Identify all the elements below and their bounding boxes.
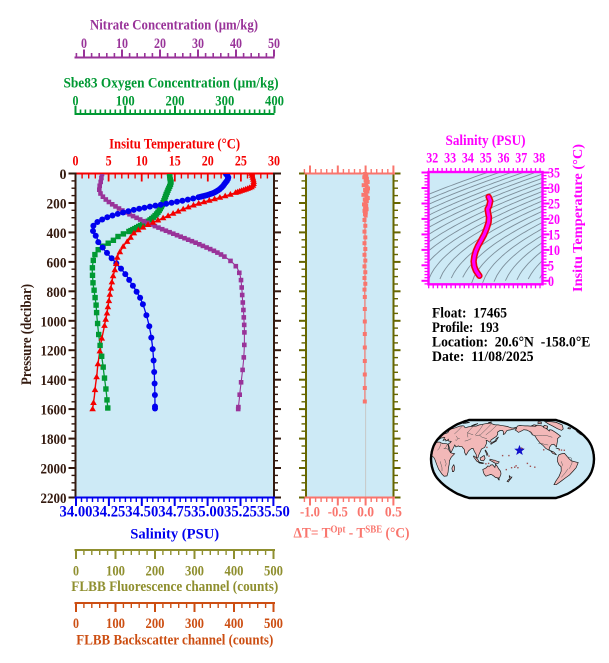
svg-text:20: 20 xyxy=(202,154,214,170)
svg-text:35.25: 35.25 xyxy=(224,504,257,521)
svg-text:ΔT= TOpt - TSBE (°C): ΔT= TOpt - TSBE (°C) xyxy=(294,525,410,542)
svg-text:Salinity (PSU): Salinity (PSU) xyxy=(130,527,219,543)
svg-text:600: 600 xyxy=(47,255,67,271)
svg-text:35: 35 xyxy=(548,166,560,182)
svg-text:35: 35 xyxy=(480,151,492,167)
svg-text:0: 0 xyxy=(81,36,87,52)
svg-text:400: 400 xyxy=(265,94,284,110)
svg-text:34.75: 34.75 xyxy=(158,504,191,521)
svg-text:34.25: 34.25 xyxy=(92,504,125,521)
svg-text:0: 0 xyxy=(73,564,79,580)
svg-text:200: 200 xyxy=(166,94,185,110)
svg-text:1600: 1600 xyxy=(41,403,67,419)
svg-text:0: 0 xyxy=(548,274,554,290)
svg-text:20: 20 xyxy=(154,36,166,52)
svg-text:38: 38 xyxy=(533,151,545,167)
svg-text:40: 40 xyxy=(230,36,242,52)
svg-text:36: 36 xyxy=(498,151,510,167)
svg-text:34.50: 34.50 xyxy=(125,504,158,521)
svg-text:35.50: 35.50 xyxy=(257,504,290,521)
svg-text:Profile: 193: Profile: 193 xyxy=(432,320,499,336)
svg-text:Location: 20.6°N -158.0°E: Location: 20.6°N -158.0°E xyxy=(432,335,590,351)
svg-text:Float: 17465: Float: 17465 xyxy=(432,306,507,322)
svg-text:34: 34 xyxy=(462,151,474,167)
svg-text:30: 30 xyxy=(268,154,280,170)
svg-text:10: 10 xyxy=(136,154,148,170)
svg-text:1800: 1800 xyxy=(41,432,67,448)
svg-text:Insitu Temperature (°C): Insitu Temperature (°C) xyxy=(109,137,240,153)
svg-text:25: 25 xyxy=(235,154,247,170)
svg-text:Salinity (PSU): Salinity (PSU) xyxy=(446,133,526,149)
svg-text:0: 0 xyxy=(73,94,79,110)
svg-text:FLBB Backscatter channel (coun: FLBB Backscatter channel (counts) xyxy=(76,633,273,649)
svg-text:100: 100 xyxy=(116,94,135,110)
svg-text:5: 5 xyxy=(548,258,554,274)
svg-text:0: 0 xyxy=(60,167,67,183)
svg-text:500: 500 xyxy=(264,616,283,632)
svg-text:300: 300 xyxy=(185,616,204,632)
svg-text:33: 33 xyxy=(444,151,456,167)
svg-text:20: 20 xyxy=(548,212,560,228)
svg-text:1000: 1000 xyxy=(41,314,67,330)
svg-text:2200: 2200 xyxy=(41,491,67,507)
svg-text:Pressure (decibar): Pressure (decibar) xyxy=(19,284,35,385)
svg-text:10: 10 xyxy=(548,243,560,259)
svg-text:35.00: 35.00 xyxy=(191,504,224,521)
svg-text:15: 15 xyxy=(169,154,181,170)
svg-text:Sbe83 Oxygen Concentration (μm: Sbe83 Oxygen Concentration (μm/kg) xyxy=(64,76,279,92)
svg-text:-0.5: -0.5 xyxy=(328,505,348,521)
svg-text:10: 10 xyxy=(116,36,128,52)
svg-text:0.0: 0.0 xyxy=(357,505,374,521)
svg-text:0.5: 0.5 xyxy=(385,505,402,521)
svg-text:37: 37 xyxy=(515,151,527,167)
svg-text:30: 30 xyxy=(548,181,560,197)
svg-text:15: 15 xyxy=(548,227,560,243)
svg-text:Date: 11/08/2025: Date: 11/08/2025 xyxy=(432,349,534,365)
svg-text:800: 800 xyxy=(47,285,67,301)
svg-text:100: 100 xyxy=(106,564,125,580)
svg-text:300: 300 xyxy=(185,564,204,580)
svg-text:1200: 1200 xyxy=(41,344,67,360)
svg-text:Insitu Temperature (°C): Insitu Temperature (°C) xyxy=(570,144,585,292)
svg-text:34.00: 34.00 xyxy=(60,504,93,521)
svg-text:300: 300 xyxy=(215,94,234,110)
svg-text:100: 100 xyxy=(106,616,125,632)
svg-text:200: 200 xyxy=(146,616,165,632)
svg-text:Nitrate Concentration (μm/kg): Nitrate Concentration (μm/kg) xyxy=(90,18,258,34)
svg-text:2000: 2000 xyxy=(41,462,67,478)
svg-text:32: 32 xyxy=(426,151,438,167)
svg-text:5: 5 xyxy=(106,154,112,170)
svg-text:0: 0 xyxy=(73,616,79,632)
svg-text:400: 400 xyxy=(47,226,67,242)
svg-text:FLBB Fluorescence channel (cou: FLBB Fluorescence channel (counts) xyxy=(71,579,278,595)
svg-text:1400: 1400 xyxy=(41,373,67,389)
svg-text:50: 50 xyxy=(268,36,280,52)
svg-text:30: 30 xyxy=(192,36,204,52)
svg-text:400: 400 xyxy=(225,564,244,580)
svg-text:25: 25 xyxy=(548,197,560,213)
svg-text:200: 200 xyxy=(146,564,165,580)
svg-text:0: 0 xyxy=(73,154,79,170)
svg-text:400: 400 xyxy=(225,616,244,632)
svg-text:200: 200 xyxy=(47,197,67,213)
svg-text:500: 500 xyxy=(264,564,283,580)
svg-text:-1.0: -1.0 xyxy=(300,505,320,521)
